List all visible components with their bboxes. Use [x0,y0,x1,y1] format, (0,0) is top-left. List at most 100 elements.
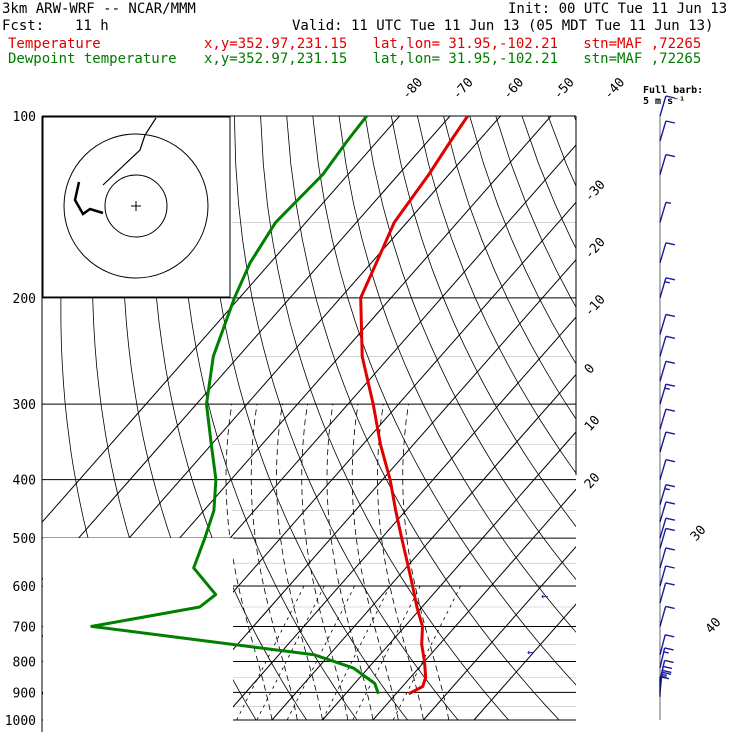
wind-barb-staff [659,528,667,549]
isotherm-line [42,116,400,524]
hodograph-ring-10 [104,174,168,238]
wind-barb-flag [662,669,672,674]
moist-adiabat-line [250,404,298,721]
wind-barb [659,153,676,175]
lcl-arrow: ← [527,645,534,659]
wind-barb-flag [665,95,676,99]
wind-barb [659,383,676,405]
wind-barb-flag [665,565,675,569]
wind-barb-staff [659,120,667,142]
wind-barb-flag [661,671,672,676]
wind-barb [659,582,675,604]
wind-barb-staff [659,484,667,505]
mixing-ratio-line [392,585,461,721]
wind-barb-flag [665,458,676,463]
dry-adiabat-line [627,116,740,720]
ccl-arrow: ← [541,589,548,603]
forecast-hour: 11 h [75,18,109,34]
full-barb-label: Full barb: [643,85,703,96]
wind-barb-staff [659,634,666,656]
wind-barb-half-flag [665,201,672,205]
wind-barb-flag [665,483,676,488]
wind-barb-flag [665,527,675,532]
dry-adiabat-line [364,116,576,581]
wind-barb-staff [659,383,667,405]
wind-barb-staff [659,242,667,263]
wind-barb-half-flag [664,487,670,491]
hodograph-low-trace [73,181,104,216]
wind-barb-staff [659,314,667,335]
wind-barb [659,201,672,223]
isotherm-label: -40 [601,75,628,102]
pressure-tick-label: 900 [13,686,36,701]
dry-adiabat-line [260,116,509,721]
isotherm-line [170,259,576,721]
dewpoint-profile-line [90,115,380,695]
wind-barb-flag [665,277,676,281]
moist-adiabat-line [225,404,273,721]
wind-barb-staff [659,336,667,357]
isotherm-label: -60 [500,75,527,102]
dry-adiabat-line [390,116,576,528]
parcel-info-box [43,538,233,730]
wind-barb-staff [659,582,667,604]
wind-barb-flag [665,547,675,551]
wind-barb-flag [665,408,676,412]
isotherm-label: 30 [688,523,710,545]
wind-barb-staff [659,565,667,587]
wind-barb-flag [662,665,673,670]
isotherm-label: -30 [582,178,609,205]
wind-barb [659,483,676,505]
forecast-label: Fcst: [2,18,45,34]
hodograph-upper-trace [102,117,157,186]
wind-barb [659,659,674,681]
hodograph-ring-20 [63,133,209,279]
moist-adiabat-line [351,404,399,721]
wind-barb-staff [659,606,667,627]
pressure-tick-label: 500 [13,532,36,547]
moist-adiabat-line [402,404,450,721]
moist-adiabat-line [326,404,374,721]
wind-barb-flag [665,501,676,505]
isotherm-line [221,316,576,721]
wind-barb-flag [665,335,676,340]
isotherm-label: -50 [551,75,578,102]
wind-barb-flag [665,383,676,387]
wind-barb-flag [665,120,676,124]
dewpoint-station-info: x,y=352.97,231.15 lat,lon= 31.95,-102.21… [204,51,702,67]
moist-adiabat-line [276,404,323,721]
pressure-tick-label: 400 [13,474,36,489]
wind-barb [659,277,676,299]
dry-adiabat-line [443,116,576,420]
parcel-info-background [43,538,233,730]
dry-adiabat-line [312,116,576,686]
pressure-tick-label: 1000 [5,714,36,729]
pressure-tick-label: 300 [13,398,36,413]
wind-barb-staff [659,517,667,539]
isotherm-label: 0 [582,361,598,377]
wind-barb [659,313,676,335]
dry-adiabat-line [207,116,408,721]
isotherm-line [372,488,576,721]
moist-adiabat-line [301,404,349,721]
pressure-tick-label: 600 [13,580,36,595]
isotherm-label: -80 [399,75,426,102]
dry-adiabat-line [180,116,358,721]
mixing-ratio-line [352,585,421,721]
isotherm-label: -70 [450,75,477,102]
isotherm-label: -20 [582,235,609,262]
temperature-legend-label: Temperature [8,36,101,52]
wind-barb-flag [665,360,676,365]
wind-barb-half-flag [661,673,667,677]
pressure-tick-label: 700 [13,620,36,635]
wind-barb-staff [659,501,667,523]
wind-barb [659,605,675,627]
isotherm-line [423,545,576,721]
wind-barb-staff [659,660,666,681]
isotherm-label: -10 [582,292,609,319]
pressure-tick-label: 800 [13,655,36,670]
full-barb-unit: 5 m s⁻¹ [643,96,685,107]
pressure-tick-label: 100 [13,110,36,125]
wind-barb [659,120,676,142]
